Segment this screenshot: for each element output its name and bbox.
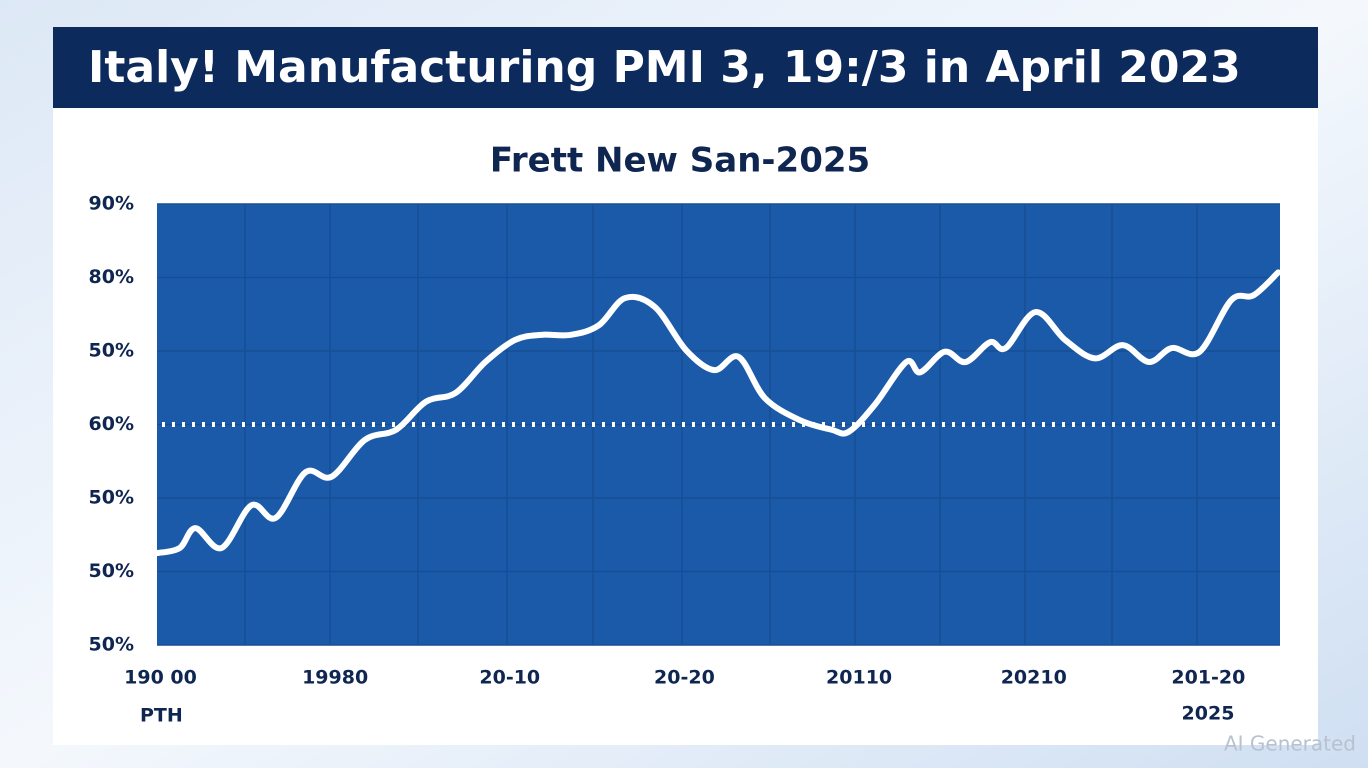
x-tick-label: 201-20 (1171, 667, 1245, 689)
y-tick-label: 90% (89, 193, 134, 215)
x-tick-label: 20-10 (479, 667, 540, 689)
y-tick-label: 50% (89, 340, 134, 362)
y-tick-label: 60% (89, 413, 134, 435)
chart-title: Italy! Manufacturing PMI 3, 19:/3 in Apr… (88, 42, 1241, 93)
chart-subtitle: Frett New San-2025 (490, 141, 870, 181)
y-tick-label: 50% (89, 560, 134, 582)
y-tick-label: 50% (89, 634, 134, 656)
title-banner (53, 27, 1318, 108)
y-tick-label: 80% (89, 266, 134, 288)
annotation: PTH (140, 705, 183, 727)
y-tick-label: 50% (89, 487, 134, 509)
x-tick-label: 190 00 (124, 667, 197, 689)
x-tick-label: 20-20 (654, 667, 715, 689)
x-tick-label: 20110 (826, 667, 892, 689)
data-line (154, 269, 1282, 557)
watermark: AI Generated (1224, 732, 1356, 756)
x-tick-label: 20210 (1001, 667, 1067, 689)
x-tick-label: 19980 (302, 667, 368, 689)
annotation: 2025 (1182, 703, 1235, 725)
